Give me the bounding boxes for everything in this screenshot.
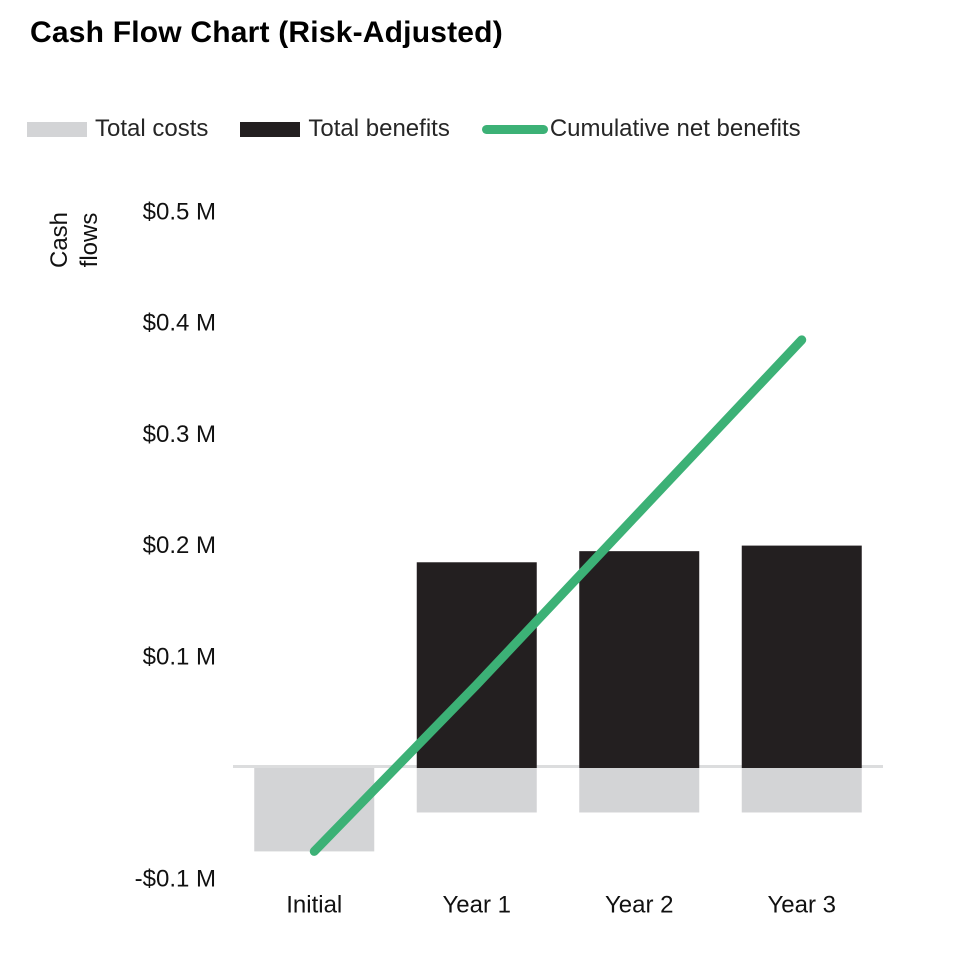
page-title: Cash Flow Chart (Risk-Adjusted)	[30, 16, 503, 49]
y-tick-label: $0.5 M	[143, 199, 216, 226]
bar-total-benefits-year-3	[741, 545, 862, 768]
bar-total-costs-year-3	[741, 768, 862, 813]
bar-total-benefits-year-1	[416, 562, 537, 768]
bar-total-costs-year-1	[416, 768, 537, 813]
total-benefits-swatch-icon	[240, 121, 301, 137]
legend-label-cumulative-net-benefits: Cumulative net benefits	[549, 115, 801, 142]
x-tick-label-year-2: Year 2	[605, 892, 674, 919]
legend-item-total-costs: Total costs	[27, 115, 208, 143]
x-tick-label-year-3: Year 3	[767, 892, 836, 919]
cumulative-net-benefits-line-icon	[481, 124, 548, 134]
legend-label-total-benefits: Total benefits	[308, 115, 450, 142]
cumulative-net-benefits-line	[309, 335, 807, 856]
x-tick-label-initial: Initial	[286, 892, 342, 919]
y-tick-label: -$0.1 M	[135, 866, 216, 893]
legend-label-total-costs: Total costs	[95, 115, 209, 142]
legend-item-cumulative-net-benefits: Cumulative net benefits	[481, 115, 801, 143]
bar-total-benefits-year-2	[579, 551, 700, 768]
bar-total-costs-year-2	[579, 768, 700, 813]
x-tick-label-year-1: Year 1	[442, 892, 511, 919]
chart-legend: Total costs Total benefits Cumulative ne…	[27, 112, 801, 146]
y-tick-label: $0.2 M	[143, 532, 216, 559]
legend-item-total-benefits: Total benefits	[240, 115, 450, 143]
y-tick-label: $0.4 M	[143, 310, 216, 337]
y-tick-label: $0.1 M	[143, 643, 216, 670]
y-tick-label: $0.3 M	[143, 421, 216, 448]
total-costs-swatch-icon	[27, 121, 87, 137]
